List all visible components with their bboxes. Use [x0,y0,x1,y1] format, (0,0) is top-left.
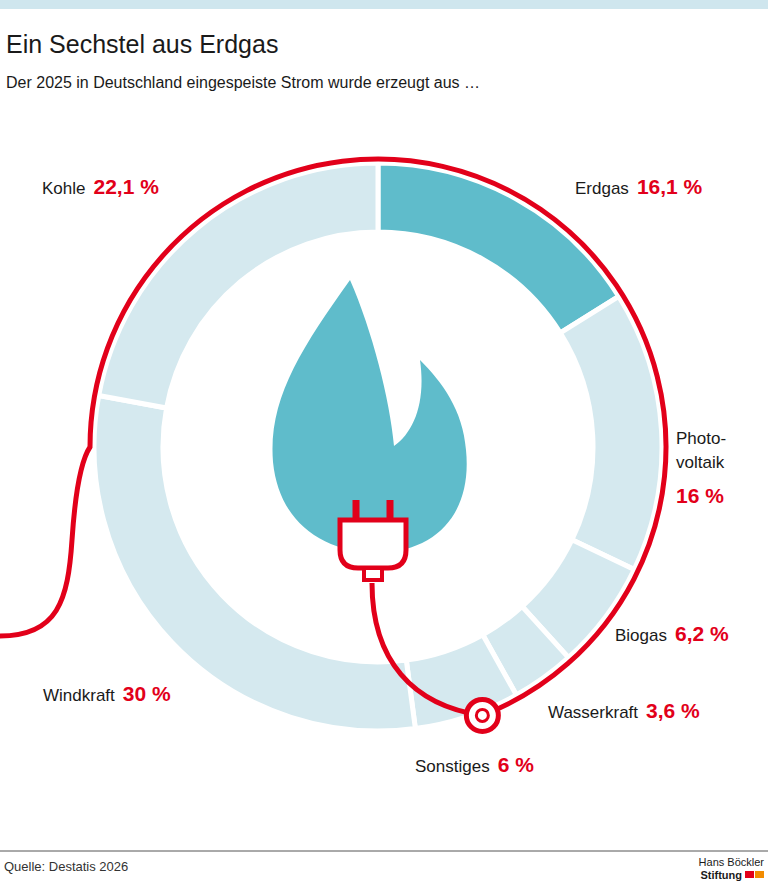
top-strip [0,0,768,9]
data-label: 30 % [123,682,171,705]
subtitle: Der 2025 in Deutschland eingespeiste Str… [6,74,480,91]
data-label: 6 % [498,753,535,776]
donut [94,163,662,731]
plug-neck [364,568,382,580]
category-label: Sonstiges [415,757,490,776]
category-label: Erdgas [575,179,629,198]
category-label: Photo-voltaik [676,429,726,472]
cord-ring [476,709,488,721]
category-label: Biogas [615,626,667,645]
cord-ring [466,699,498,731]
data-label: 16 % [676,484,724,507]
footer-rule [0,851,768,852]
data-label: 22,1 % [93,175,159,198]
logo-mark [755,871,764,878]
plug-icon [340,500,406,580]
plug-body [340,520,406,568]
category-label: Windkraft [43,686,115,705]
data-label: 16,1 % [637,175,703,198]
cord [0,159,666,715]
labels: Erdgas 16,1 % Photo-voltaik 16 % Biogas 6,2 %… [42,175,729,776]
flame-icon [272,280,466,553]
chart: Ein Sechstel aus Erdgas Der 2025 in Deuts… [0,0,768,884]
cord [372,583,482,715]
data-label: 3,6 % [646,699,700,722]
category-label: Wasserkraft [548,703,638,722]
source: Quelle: Destatis 2026 [4,859,128,874]
title: Ein Sechstel aus Erdgas [6,30,278,58]
data-label: 6,2 % [675,622,729,645]
category-label: Kohle [42,179,85,198]
logo-mark [745,871,754,878]
logo-text: Hans Böckler [699,856,765,868]
plug-pin [356,500,390,520]
logo-text: Stiftung [700,869,742,881]
